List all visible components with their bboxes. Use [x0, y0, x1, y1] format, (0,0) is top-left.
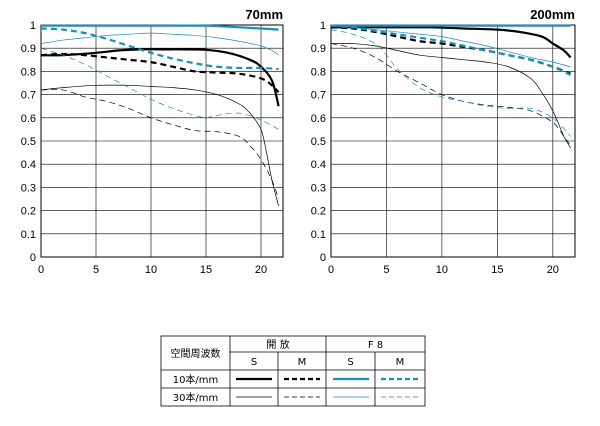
y-tick-label: 0.8: [21, 66, 36, 78]
y-tick-label: 0.2: [311, 206, 326, 218]
x-tick-label: 20: [255, 264, 267, 276]
legend-col-s: S: [347, 357, 353, 368]
x-tick-label: 10: [436, 264, 448, 276]
x-tick-label: 10: [145, 264, 157, 276]
legend-group-f8: F 8: [368, 340, 383, 351]
y-tick-label: 0.5: [21, 136, 36, 148]
series-f8-10-S: [41, 24, 279, 31]
series-f8-30-S: [40, 32, 279, 56]
y-tick-label: 0.1: [21, 229, 36, 241]
legend-group-open: 開 放: [266, 338, 289, 351]
chart-200mm: 00.10.20.30.40.50.60.70.80.910 5 10 15 20200…: [311, 7, 576, 276]
series-open-10-S: [40, 48, 280, 107]
series-f8-30-M: [40, 47, 279, 130]
y-tick-label: 0: [30, 252, 36, 264]
series-f8-30-M: [330, 29, 571, 137]
y-tick-label: 0.5: [311, 136, 326, 148]
series-f8-30-S: [330, 25, 571, 68]
x-tick-label: 5: [93, 264, 99, 276]
y-tick-label: 0.8: [311, 66, 326, 78]
y-tick-label: 0.7: [311, 90, 326, 102]
series-open-10-S: [330, 26, 572, 59]
y-tick-label: 0.4: [311, 159, 326, 171]
y-tick-label: 0.3: [311, 182, 326, 194]
legend-col-m: M: [298, 357, 307, 368]
series-f8-10-M: [330, 24, 572, 76]
y-tick-label: 0.7: [21, 90, 36, 102]
chart-title: 200mm: [530, 7, 575, 22]
legend-header-label: 空間周波数: [171, 347, 221, 360]
y-tick-label: 0.6: [21, 113, 36, 125]
x-tick-label: 0: [328, 264, 334, 276]
series-open-30-S: [40, 84, 279, 207]
legend-border: [160, 335, 426, 407]
x-tick-label: 15: [491, 264, 503, 276]
legend-col-m: M: [396, 357, 405, 368]
x-tick-label: 0: [38, 264, 44, 276]
legend-col-s: S: [251, 357, 257, 368]
y-tick-label: 0.2: [21, 206, 36, 218]
series-open-30-S: [330, 43, 571, 149]
chart-70mm: 00.10.20.30.40.50.60.70.80.910 5 10 15 2070m…: [21, 7, 284, 276]
y-tick-label: 1: [30, 20, 36, 32]
series-open-10-M: [40, 52, 280, 94]
x-tick-label: 20: [547, 264, 559, 276]
x-tick-label: 15: [200, 264, 212, 276]
y-tick-label: 1: [320, 20, 326, 32]
legend-row-10: 10本/mm: [173, 373, 219, 386]
legend-table: 空間周波数 開 放 F 8 S M S M 10本/mm 30本/mm: [160, 335, 426, 407]
y-tick-label: 0: [320, 252, 326, 264]
y-tick-label: 0.9: [311, 43, 326, 55]
chart-title: 70mm: [245, 7, 283, 22]
legend-row-30: 30本/mm: [173, 391, 219, 404]
y-tick-label: 0.9: [21, 43, 36, 55]
y-tick-label: 0.6: [311, 113, 326, 125]
x-tick-label: 5: [383, 264, 389, 276]
series-open-30-M: [40, 89, 279, 200]
y-tick-label: 0.1: [311, 229, 326, 241]
y-tick-label: 0.4: [21, 159, 36, 171]
series-f8-10-M: [40, 27, 279, 71]
y-tick-label: 0.3: [21, 182, 36, 194]
